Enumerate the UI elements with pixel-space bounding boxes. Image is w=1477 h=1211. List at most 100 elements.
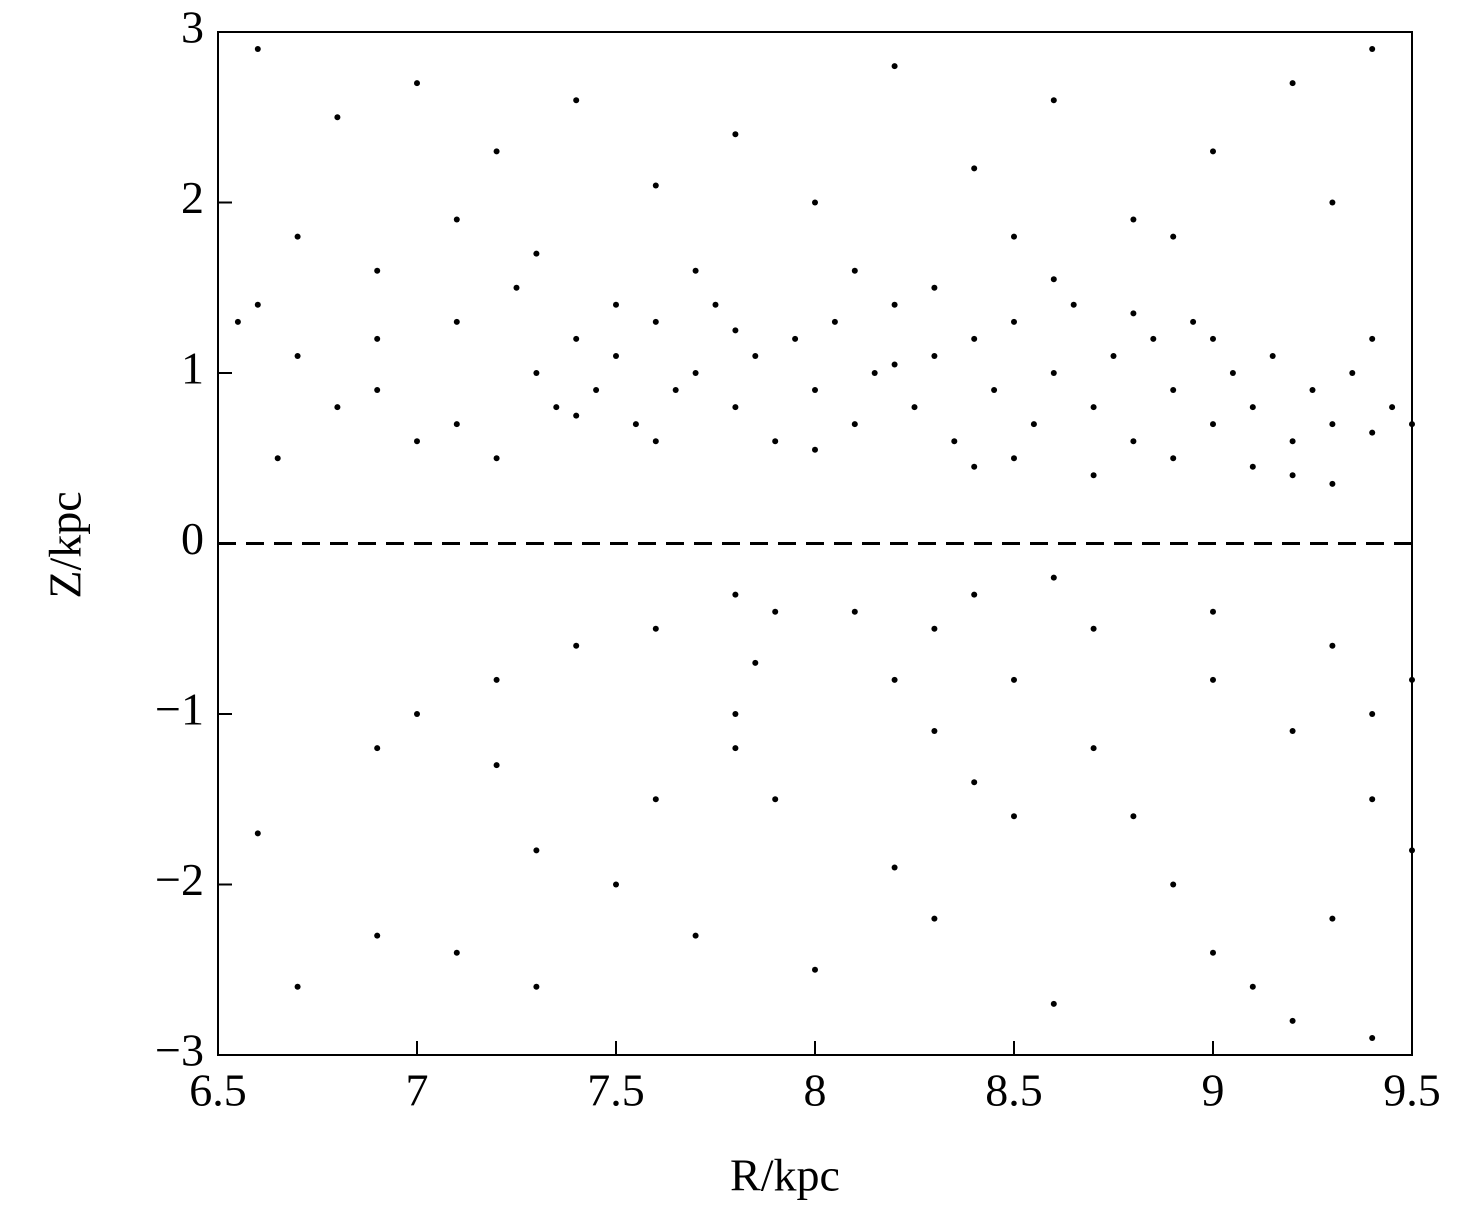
point	[1210, 148, 1216, 155]
point	[493, 676, 500, 683]
point	[1409, 847, 1415, 854]
point	[493, 455, 500, 462]
point	[772, 608, 779, 615]
point	[911, 404, 918, 411]
point	[1170, 881, 1177, 888]
point	[1190, 318, 1197, 325]
point	[971, 779, 978, 786]
y-tick-label: −1	[155, 684, 204, 735]
point	[812, 387, 818, 394]
point	[692, 370, 699, 376]
point	[831, 318, 838, 325]
point	[1210, 949, 1216, 956]
point	[1329, 199, 1336, 206]
point	[234, 318, 241, 325]
point	[931, 625, 938, 632]
point	[1289, 80, 1296, 87]
point	[1070, 301, 1077, 308]
point	[732, 711, 739, 717]
point	[1369, 335, 1376, 342]
point	[374, 745, 381, 752]
point	[1170, 387, 1177, 394]
point	[453, 318, 460, 325]
point	[1050, 97, 1057, 104]
point	[772, 438, 779, 445]
point	[752, 659, 759, 666]
x-tick-label: 7.5	[587, 1065, 645, 1116]
point	[1369, 796, 1376, 803]
point	[374, 335, 381, 342]
point	[414, 80, 420, 87]
point	[1130, 438, 1137, 445]
point	[1289, 438, 1296, 445]
y-tick-label: 2	[181, 172, 204, 223]
point	[374, 267, 381, 274]
point	[812, 199, 818, 206]
point	[1329, 915, 1336, 922]
point	[1050, 276, 1057, 283]
point	[732, 327, 739, 334]
point	[1369, 429, 1376, 436]
point	[1369, 711, 1376, 717]
point	[891, 676, 898, 683]
point	[1269, 352, 1276, 359]
point	[991, 387, 998, 394]
point	[1329, 421, 1336, 428]
point	[1369, 46, 1376, 53]
point	[732, 131, 739, 138]
point	[1011, 233, 1017, 240]
point	[1369, 1034, 1376, 1041]
x-axis-title: R/kpc	[730, 1150, 840, 1201]
point	[851, 608, 858, 615]
point	[871, 370, 878, 376]
point	[1130, 216, 1137, 223]
point	[951, 438, 958, 445]
point	[1011, 813, 1017, 820]
point	[1249, 404, 1256, 411]
point	[1011, 455, 1017, 462]
y-tick-label: −2	[155, 854, 204, 905]
point	[573, 412, 580, 419]
point	[812, 446, 818, 453]
point	[593, 387, 600, 394]
point	[453, 421, 460, 428]
point	[851, 421, 858, 428]
x-tick-label: 8	[804, 1065, 827, 1116]
point	[752, 352, 759, 359]
point	[692, 267, 699, 274]
point	[1170, 233, 1177, 240]
point	[254, 46, 261, 53]
point	[414, 438, 420, 445]
x-tick-label: 9	[1202, 1065, 1225, 1116]
point	[553, 404, 560, 411]
x-tick-label: 6.5	[189, 1065, 247, 1116]
point	[971, 591, 978, 598]
point	[613, 301, 619, 308]
point	[1229, 370, 1236, 376]
point	[294, 983, 301, 990]
point	[513, 284, 520, 291]
point	[414, 711, 420, 717]
point	[1030, 421, 1037, 428]
point	[931, 284, 938, 291]
point	[1050, 574, 1057, 581]
point	[1130, 813, 1137, 820]
point	[891, 63, 898, 70]
point	[1110, 352, 1117, 359]
point	[533, 983, 540, 990]
point	[652, 796, 659, 803]
point	[493, 762, 500, 769]
point	[1210, 608, 1216, 615]
point	[334, 114, 341, 121]
point	[1210, 335, 1216, 342]
x-tick-label: 7	[406, 1065, 429, 1116]
point	[613, 352, 619, 359]
point	[652, 182, 659, 189]
point	[971, 165, 978, 172]
point	[1090, 625, 1097, 632]
point	[1249, 463, 1256, 470]
point	[573, 97, 580, 104]
point	[573, 642, 580, 649]
point	[1011, 318, 1017, 325]
